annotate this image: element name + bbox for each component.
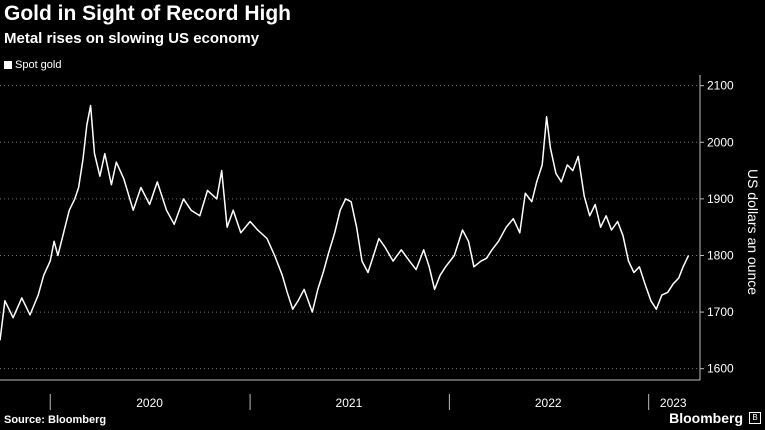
y-tick-label: 2100	[707, 79, 734, 93]
chart-title: Gold in Sight of Record High	[4, 2, 291, 25]
brand-logo: Bloomberg	[669, 410, 743, 426]
legend: Spot gold	[4, 59, 61, 71]
y-tick-label: 1700	[707, 305, 734, 319]
x-tick-label: 2022	[535, 396, 562, 410]
x-tick-label: 2021	[336, 396, 363, 410]
y-axis-label: US dollars an ounce	[745, 169, 761, 295]
legend-swatch	[4, 61, 12, 69]
series-layer	[0, 104, 690, 341]
source-note: Source: Bloomberg	[4, 414, 107, 426]
y-tick-label: 1900	[707, 192, 734, 206]
x-tick-label: 2023	[660, 396, 687, 410]
brand-mark-icon: B	[749, 412, 761, 424]
chart-subtitle: Metal rises on slowing US economy	[4, 30, 260, 47]
x-tick-label: 2020	[136, 396, 163, 410]
y-tick-label: 1600	[707, 362, 734, 376]
y-tick-label: 1800	[707, 248, 734, 262]
legend-label: Spot gold	[15, 59, 62, 71]
y-axis: 1600 1700 1800 1900 2000 2100	[699, 75, 734, 380]
y-tick-label: 2000	[707, 135, 734, 149]
x-axis: 2020 2021 2022 2023	[0, 379, 700, 410]
grid-lines	[0, 85, 700, 370]
series-line-spot-gold	[0, 104, 690, 341]
